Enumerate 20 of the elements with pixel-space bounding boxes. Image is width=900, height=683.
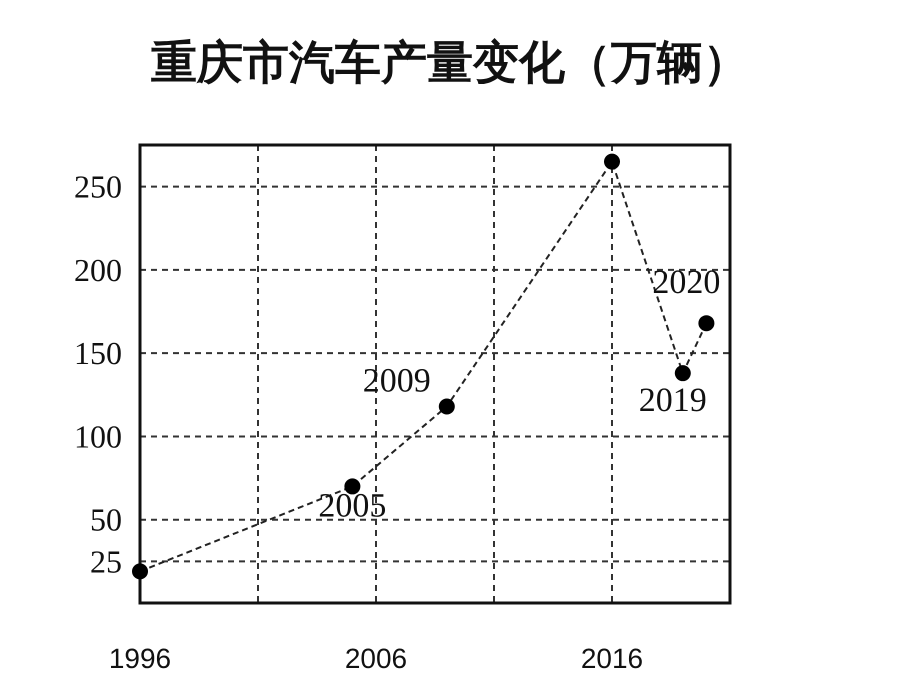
annotation: 2009 [362, 362, 431, 400]
annotation: 2005 [318, 487, 386, 524]
annotation: 2019 [638, 382, 707, 420]
y-tick-label: 50 [90, 502, 122, 538]
x-tick-label: 2016 [580, 643, 644, 674]
point [132, 563, 148, 580]
y-tick-label: 100 [74, 418, 122, 454]
point [674, 365, 691, 382]
y-tick-label: 200 [74, 252, 122, 288]
point [604, 154, 620, 170]
x-tick-label: 1996 [108, 643, 172, 674]
point [344, 478, 360, 494]
point [438, 398, 455, 414]
y-tick-label: 250 [74, 168, 122, 205]
y-tick-label: 25 [90, 543, 122, 580]
annotation: 2020 [652, 264, 720, 302]
x-tick-label: 2006 [344, 643, 408, 674]
y-tick-label: 150 [74, 335, 122, 372]
chart-title: 重庆市汽车产量变化（万辆） [151, 36, 749, 88]
point [698, 315, 714, 332]
